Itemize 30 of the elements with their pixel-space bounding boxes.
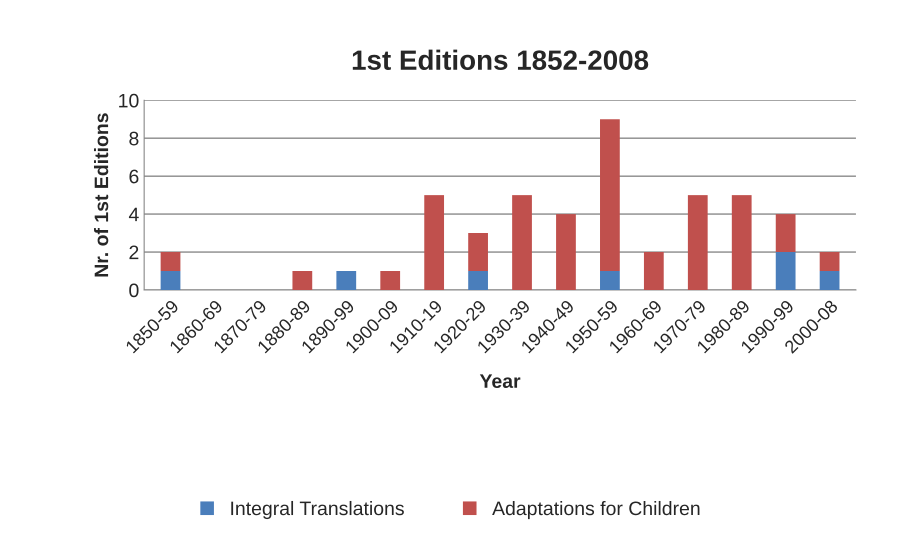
bar: [424, 195, 444, 290]
chart-title: 1st Editions 1852-2008: [352, 50, 648, 70]
bar: [820, 271, 840, 290]
y-tick-label: 2: [129, 246, 138, 260]
bar: [512, 195, 532, 290]
x-axis-title: Year: [480, 374, 520, 388]
bar: [732, 195, 752, 290]
y-tick-label: 6: [129, 170, 138, 184]
legend-label: Adaptations for Children: [492, 500, 700, 520]
y-tick-label: 10: [119, 94, 139, 108]
bar: [644, 252, 664, 290]
bar: [556, 214, 576, 290]
bar: [600, 119, 620, 271]
bar: [336, 271, 356, 290]
bar: [776, 252, 796, 290]
bar: [380, 271, 400, 290]
bar: [468, 233, 488, 271]
legend-label: Integral Translations: [231, 500, 404, 520]
y-tick-label: 8: [129, 132, 138, 146]
y-tick-label: 0: [129, 283, 139, 298]
bar: [600, 271, 620, 290]
bar: [820, 252, 840, 271]
y-axis-title: Nr. of 1st Editions: [94, 113, 108, 276]
bar: [688, 195, 708, 290]
bar: [160, 252, 180, 271]
y-tick-label: 4: [128, 208, 139, 222]
bar: [160, 271, 180, 290]
bar: [776, 214, 796, 252]
bar: [468, 271, 488, 290]
bar: [292, 271, 312, 290]
